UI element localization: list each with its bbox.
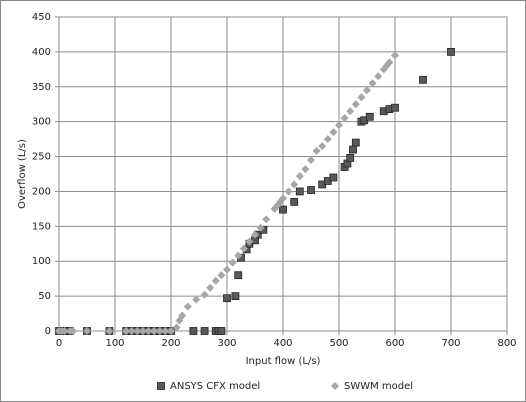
data-point xyxy=(239,244,248,253)
data-point xyxy=(295,187,304,196)
y-tick-label: 400 xyxy=(32,47,51,58)
data-point xyxy=(127,327,136,335)
y-tick-label: 350 xyxy=(32,82,51,93)
data-point xyxy=(172,323,181,332)
data-point xyxy=(374,72,383,81)
data-point xyxy=(365,112,374,121)
data-point xyxy=(192,295,201,304)
data-point xyxy=(228,258,237,267)
data-point xyxy=(200,327,209,335)
data-point xyxy=(139,327,147,335)
data-point xyxy=(189,327,198,335)
legend-marker xyxy=(331,382,339,390)
data-point xyxy=(351,100,360,109)
data-point xyxy=(307,186,315,194)
data-point xyxy=(105,327,114,335)
data-point xyxy=(245,237,254,246)
x-tick-label: 600 xyxy=(385,338,404,349)
data-point xyxy=(122,327,131,335)
data-point xyxy=(83,327,91,335)
data-point xyxy=(368,79,377,88)
data-point xyxy=(290,198,299,206)
data-point xyxy=(167,327,175,335)
x-tick-label: 700 xyxy=(441,338,460,349)
data-point xyxy=(217,327,226,335)
x-tick-label: 800 xyxy=(497,338,516,349)
x-tick-label: 0 xyxy=(56,338,62,349)
data-point xyxy=(391,51,399,60)
y-axis-title: Overflow (L/s) xyxy=(17,139,28,209)
data-point xyxy=(144,327,153,335)
data-point xyxy=(346,107,355,116)
data-point xyxy=(178,311,187,320)
data-point xyxy=(279,205,287,214)
data-point xyxy=(284,187,293,196)
x-tick-label: 400 xyxy=(273,338,292,349)
y-tick-label: 100 xyxy=(32,256,51,267)
data-point xyxy=(349,145,357,154)
data-point xyxy=(200,290,209,299)
data-point xyxy=(206,283,215,292)
data-point xyxy=(234,251,243,260)
y-tick-label: 0 xyxy=(45,326,51,337)
data-point xyxy=(340,114,349,123)
data-point xyxy=(323,135,332,144)
data-point xyxy=(307,156,315,165)
x-axis-title: Input flow (L/s) xyxy=(246,356,321,367)
data-point xyxy=(329,128,338,137)
legend-label: SWWM model xyxy=(344,381,413,392)
data-point xyxy=(262,215,271,224)
data-point xyxy=(447,47,455,56)
data-point xyxy=(183,302,192,311)
x-tick-label: 500 xyxy=(329,338,348,349)
data-point xyxy=(234,271,243,280)
data-point xyxy=(391,103,399,112)
data-point xyxy=(385,58,394,67)
data-point xyxy=(133,327,142,335)
data-point xyxy=(161,327,170,335)
x-tick-label: 200 xyxy=(161,338,180,349)
data-point xyxy=(223,294,231,303)
data-point xyxy=(351,138,360,147)
y-tick-label: 50 xyxy=(38,291,51,302)
legend-label: ANSYS CFX model xyxy=(170,381,260,392)
data-point xyxy=(301,165,310,174)
y-tick-label: 250 xyxy=(32,152,51,163)
data-point xyxy=(155,327,164,335)
data-point xyxy=(290,180,299,189)
data-point xyxy=(312,146,321,155)
data-point xyxy=(256,223,265,232)
data-point xyxy=(363,86,371,95)
data-point xyxy=(60,327,69,335)
legend-marker xyxy=(157,382,165,390)
data-point xyxy=(335,121,343,130)
data-point xyxy=(357,93,366,102)
data-point xyxy=(231,292,240,301)
data-point xyxy=(217,271,226,280)
y-tick-label: 450 xyxy=(32,12,51,23)
x-tick-label: 300 xyxy=(217,338,236,349)
data-point xyxy=(419,75,427,84)
y-tick-label: 300 xyxy=(32,117,51,128)
data-point xyxy=(329,173,338,182)
data-point xyxy=(223,265,231,274)
x-tick-label: 100 xyxy=(105,338,124,349)
y-tick-label: 150 xyxy=(32,221,51,232)
data-point xyxy=(346,154,355,162)
data-point xyxy=(279,194,287,203)
data-point xyxy=(69,327,77,335)
data-point xyxy=(150,327,159,335)
data-point xyxy=(251,230,259,239)
data-point xyxy=(295,172,304,181)
y-tick-label: 200 xyxy=(32,186,51,197)
data-point xyxy=(318,142,327,151)
data-point xyxy=(211,276,220,285)
